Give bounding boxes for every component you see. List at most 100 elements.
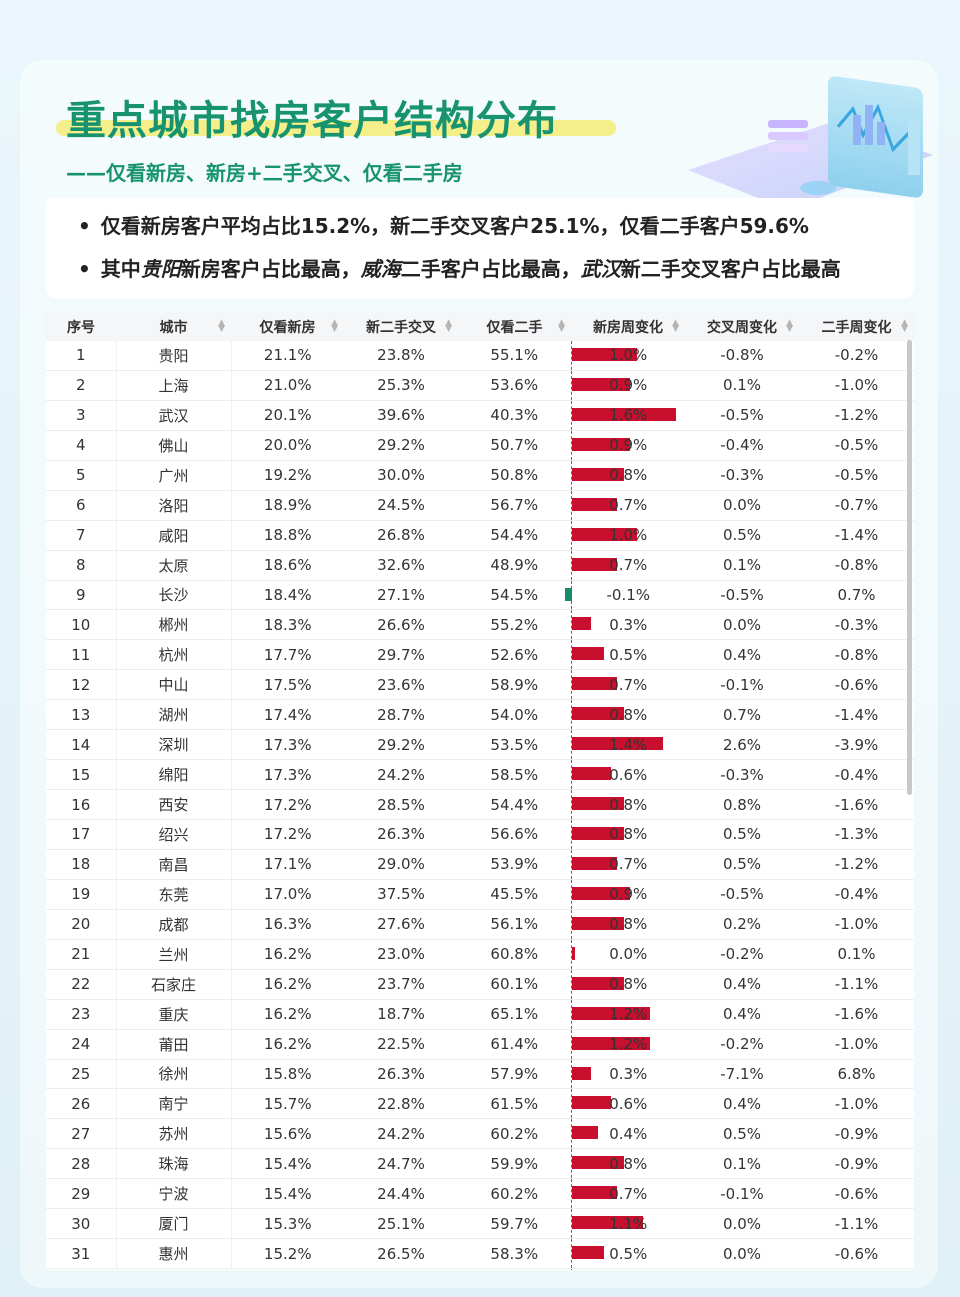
change-value: 0.3% xyxy=(609,1064,648,1083)
table-cell: 5 xyxy=(46,460,117,491)
table-row[interactable]: 28 珠海 15.4% 24.7% 59.9% 0.8% 0.1% -0.9% xyxy=(46,1148,914,1180)
sort-icon[interactable]: ▲ ▼ xyxy=(901,318,908,334)
table-cell: -1.0% xyxy=(799,1088,914,1120)
table-row[interactable]: 18 南昌 17.1% 29.0% 53.9% 0.7% 0.5% -1.2% xyxy=(46,849,914,880)
table-cell: 32.6% xyxy=(344,550,458,581)
table-cell: 10 xyxy=(46,609,117,641)
table-row[interactable]: 29 宁波 15.4% 24.4% 60.2% 0.7% -0.1% -0.6% xyxy=(46,1178,914,1210)
table-row[interactable]: 2 上海 21.0% 25.3% 53.6% 0.9% 0.1% -1.0% xyxy=(46,370,914,401)
table-row[interactable]: 19 东莞 17.0% 37.5% 45.5% 0.9% -0.5% -0.4% xyxy=(46,879,914,910)
column-header[interactable]: 新二手交叉 ▲ ▼ xyxy=(344,312,458,341)
table-row[interactable]: 15 绵阳 17.3% 24.2% 58.5% 0.6% -0.3% -0.4% xyxy=(46,759,914,791)
table-row[interactable]: 10 郴州 18.3% 26.6% 55.2% 0.3% 0.0% -0.3% xyxy=(46,609,914,641)
table-cell: 上海 xyxy=(116,370,232,401)
table-cell: 18 xyxy=(46,849,117,880)
table-row[interactable]: 5 广州 19.2% 30.0% 50.8% 0.8% -0.3% -0.5% xyxy=(46,460,914,491)
table-cell: 莆田 xyxy=(116,1029,232,1060)
table-row[interactable]: 17 绍兴 17.2% 26.3% 56.6% 0.8% 0.5% -1.3% xyxy=(46,819,914,850)
table-cell: 0.3% xyxy=(570,1059,685,1090)
table-row[interactable]: 30 厦门 15.3% 25.1% 59.7% 1.1% 0.0% -1.1% xyxy=(46,1208,914,1240)
table-cell: 40.3% xyxy=(458,400,571,431)
table-row[interactable]: 23 重庆 16.2% 18.7% 65.1% 1.2% 0.4% -1.6% xyxy=(46,999,914,1030)
table-row[interactable]: 32长春15.2%22.2%62.6%0.5%-0.1%-0.5% xyxy=(46,1268,914,1270)
table-cell: -1.1% xyxy=(799,969,914,1000)
column-header-label: 二手周变化 xyxy=(821,319,892,336)
column-header[interactable]: 城市 ▲ ▼ xyxy=(116,312,231,341)
table-row[interactable]: 24 莆田 16.2% 22.5% 61.4% 1.2% -0.2% -1.0% xyxy=(46,1029,914,1060)
column-header[interactable]: 交叉周变化 ▲ ▼ xyxy=(685,312,799,341)
change-value: 0.7% xyxy=(609,1184,648,1203)
column-header[interactable]: 新房周变化 ▲ ▼ xyxy=(571,312,685,341)
change-value: 0.3% xyxy=(609,615,648,634)
table-cell: 21.1% xyxy=(231,341,344,371)
table-row[interactable]: 12 中山 17.5% 23.6% 58.9% 0.7% -0.1% -0.6% xyxy=(46,669,914,701)
table-cell: 56.7% xyxy=(458,490,571,521)
table-row[interactable]: 8 太原 18.6% 32.6% 48.9% 0.7% 0.1% -0.8% xyxy=(46,550,914,581)
table-row[interactable]: 4 佛山 20.0% 29.2% 50.7% 0.9% -0.4% -0.5% xyxy=(46,430,914,461)
change-value: 1.2% xyxy=(609,1005,648,1024)
table-row[interactable]: 9 长沙 18.4% 27.1% 54.5% -0.1% -0.5% 0.7% xyxy=(46,580,914,611)
table-cell: 0.1% xyxy=(685,550,799,581)
sort-icon[interactable]: ▲ ▼ xyxy=(672,318,679,334)
table-cell: 31 xyxy=(46,1238,117,1270)
scrollbar-thumb[interactable] xyxy=(907,340,912,795)
table-row[interactable]: 14 深圳 17.3% 29.2% 53.5% 1.4% 2.6% -3.9% xyxy=(46,729,914,761)
table-cell: 16.2% xyxy=(231,1029,344,1060)
column-header[interactable]: 仅看二手 ▲ ▼ xyxy=(458,312,571,341)
table-cell: 23 xyxy=(46,999,117,1030)
sort-icon[interactable]: ▲ ▼ xyxy=(445,318,452,334)
table-cell: 15 xyxy=(46,759,117,791)
table-row[interactable]: 11 杭州 17.7% 29.7% 52.6% 0.5% 0.4% -0.8% xyxy=(46,639,914,671)
change-bar xyxy=(571,976,624,990)
table-row[interactable]: 31 惠州 15.2% 26.5% 58.3% 0.5% 0.0% -0.6% xyxy=(46,1238,914,1270)
table-row[interactable]: 16 西安 17.2% 28.5% 54.4% 0.8% 0.8% -1.6% xyxy=(46,789,914,820)
table-row[interactable]: 22 石家庄 16.2% 23.7% 60.1% 0.8% 0.4% -1.1% xyxy=(46,969,914,1000)
change-bar xyxy=(571,1186,617,1200)
table-row[interactable]: 3 武汉 20.1% 39.6% 40.3% 1.6% -0.5% -1.2% xyxy=(46,400,914,431)
column-header[interactable]: 仅看新房 ▲ ▼ xyxy=(231,312,344,341)
table-cell: 0.8% xyxy=(685,789,799,820)
table-cell: -3.9% xyxy=(799,729,914,761)
table-cell: -0.9% xyxy=(799,1148,914,1180)
table-cell: 26.3% xyxy=(344,819,458,850)
table-row[interactable]: 6 洛阳 18.9% 24.5% 56.7% 0.7% 0.0% -0.7% xyxy=(46,490,914,521)
table-cell: 37.5% xyxy=(344,879,458,910)
change-value: 0.9% xyxy=(609,376,648,395)
table-cell: -0.5% xyxy=(799,430,914,461)
table-cell: 0.8% xyxy=(570,819,685,850)
table-cell: 32 xyxy=(46,1268,117,1270)
dashboard-illustration xyxy=(688,76,933,210)
table-row[interactable]: 1 贵阳 21.1% 23.8% 55.1% 1.0% -0.8% -0.2% xyxy=(46,341,914,371)
column-header[interactable]: 二手周变化 ▲ ▼ xyxy=(799,312,914,341)
page-subtitle: ——仅看新房、新房+二手交叉、仅看二手房 xyxy=(66,161,463,185)
table-cell: 0.5% xyxy=(685,849,799,880)
table-cell: 0.1% xyxy=(799,939,914,970)
change-bar xyxy=(571,1126,598,1140)
sort-icon[interactable]: ▲ ▼ xyxy=(558,318,565,334)
table-row[interactable]: 13 湖州 17.4% 28.7% 54.0% 0.8% 0.7% -1.4% xyxy=(46,699,914,731)
table-cell: 0.8% xyxy=(570,909,685,940)
sort-icon[interactable]: ▲ ▼ xyxy=(218,318,225,334)
table-cell: -0.3% xyxy=(685,460,799,491)
table-row[interactable]: 20 成都 16.3% 27.6% 56.1% 0.8% 0.2% -1.0% xyxy=(46,909,914,940)
table-row[interactable]: 26 南宁 15.7% 22.8% 61.5% 0.6% 0.4% -1.0% xyxy=(46,1088,914,1120)
table-cell: 0.7% xyxy=(685,699,799,731)
change-value: 0.8% xyxy=(609,466,648,485)
table-cell: 东莞 xyxy=(116,879,232,910)
change-bar xyxy=(571,557,617,571)
table-cell: 65.1% xyxy=(458,999,571,1030)
table-cell: 4 xyxy=(46,430,117,461)
table-row[interactable]: 27 苏州 15.6% 24.2% 60.2% 0.4% 0.5% -0.9% xyxy=(46,1118,914,1150)
table-cell: 24 xyxy=(46,1029,117,1060)
sort-icon[interactable]: ▲ ▼ xyxy=(331,318,338,334)
table-row[interactable]: 25 徐州 15.8% 26.3% 57.9% 0.3% -7.1% 6.8% xyxy=(46,1059,914,1090)
data-table-container[interactable]: 序号 城市 ▲ ▼ 仅看新房 ▲ ▼ 新二手交叉 ▲ ▼ 仅看二手 ▲ ▼ 新房周变化 ▲ ▼ 交叉周变化 ▲ ▼ 二… xyxy=(46,312,914,1270)
change-bar xyxy=(571,1156,624,1170)
table-row[interactable]: 7 咸阳 18.8% 26.8% 54.4% 1.0% 0.5% -1.4% xyxy=(46,520,914,551)
table-cell: 53.6% xyxy=(458,370,571,401)
column-header-label: 新房周变化 xyxy=(593,319,663,336)
table-cell: 17.2% xyxy=(231,819,344,850)
sort-icon[interactable]: ▲ ▼ xyxy=(786,318,793,334)
change-bar xyxy=(571,1216,643,1230)
table-row[interactable]: 21 兰州 16.2% 23.0% 60.8% 0.0% -0.2% 0.1% xyxy=(46,939,914,970)
